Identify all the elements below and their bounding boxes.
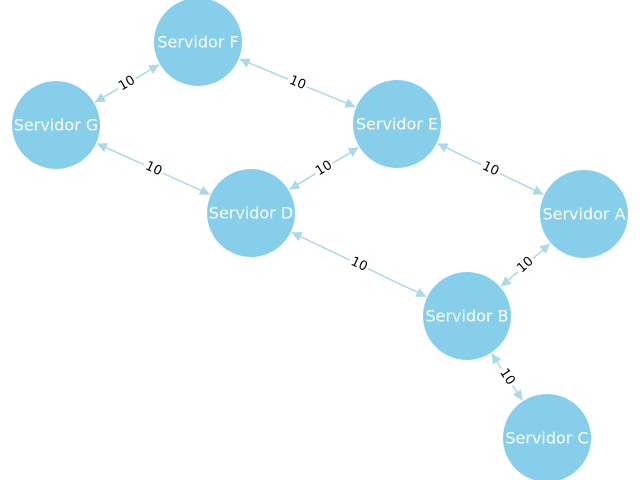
- nodes-layer: Servidor F Servidor G Servidor E Servidor D…: [12, 0, 628, 480]
- node-label: Servidor B: [425, 307, 508, 326]
- node-servidor-e: Servidor E: [353, 80, 441, 168]
- edge-weight-label: 10: [496, 366, 518, 388]
- edge-label-background: [346, 252, 372, 277]
- node-label: Servidor G: [14, 116, 99, 135]
- edge-label-background: [114, 71, 140, 96]
- edge-f-e: 10: [239, 58, 356, 108]
- edge-weight-label: 10: [348, 254, 369, 275]
- edge-b-a: 10: [500, 243, 551, 287]
- edge-e-a: 10: [437, 142, 544, 196]
- edge-weight-label-group: 10: [346, 252, 372, 277]
- edge-weight-label: 10: [480, 159, 501, 180]
- node-servidor-c: Servidor C: [503, 394, 591, 480]
- edge-weight-label: 10: [287, 73, 308, 93]
- node-circle: [12, 81, 100, 169]
- edge-weight-label-group: 10: [114, 71, 140, 96]
- node-circle: [423, 272, 511, 360]
- edge-weight-label-group: 10: [285, 71, 310, 95]
- edge-d-b: 10: [291, 231, 427, 298]
- edge-weight-label-group: 10: [512, 252, 539, 278]
- edge-weight-label: 10: [313, 158, 335, 179]
- node-servidor-f: Servidor F: [154, 0, 242, 86]
- node-circle: [353, 80, 441, 168]
- edge-weight-label-group: 10: [494, 364, 520, 390]
- edge-label-background: [478, 157, 503, 181]
- edge-label-background: [285, 71, 310, 95]
- edge-g-d: 10: [96, 142, 211, 196]
- node-servidor-b: Servidor B: [423, 272, 511, 360]
- edges-layer: 10 10 10 10 10 10 10 10: [94, 58, 551, 401]
- edge-d-e: 10: [289, 146, 359, 191]
- edge-b-c: 10: [491, 353, 523, 401]
- edge-weight-label-group: 10: [478, 157, 503, 181]
- node-label: Servidor A: [542, 205, 625, 224]
- node-circle: [540, 170, 628, 258]
- node-servidor-d: Servidor D: [207, 169, 295, 257]
- edge-weight-label-group: 10: [141, 157, 166, 181]
- edge-label-background: [512, 252, 539, 278]
- edge-label-background: [141, 157, 166, 181]
- node-circle: [207, 169, 295, 257]
- node-servidor-g: Servidor G: [12, 81, 100, 169]
- edge-weight-label-group: 10: [311, 156, 337, 181]
- node-servidor-a: Servidor A: [540, 170, 628, 258]
- edge-weight-label: 10: [143, 159, 164, 179]
- node-label: Servidor D: [209, 204, 293, 223]
- edge-label-background: [311, 156, 337, 181]
- edge-g-f: 10: [94, 64, 160, 103]
- node-label: Servidor C: [505, 429, 588, 448]
- node-circle: [503, 394, 591, 480]
- edge-weight-label: 10: [116, 73, 138, 94]
- node-label: Servidor E: [356, 115, 438, 134]
- edge-label-background: [494, 364, 520, 390]
- node-circle: [154, 0, 242, 86]
- node-label: Servidor F: [157, 33, 238, 52]
